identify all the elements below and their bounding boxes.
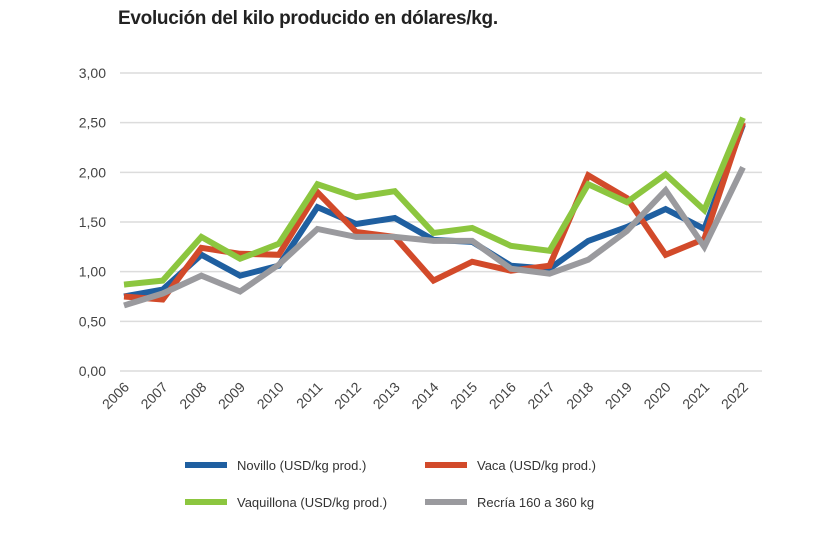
y-tick-label: 0,50: [79, 313, 106, 329]
legend-label: Vaquillona (USD/kg prod.): [237, 495, 387, 510]
x-tick-label: 2017: [524, 379, 557, 412]
x-tick-label: 2016: [486, 379, 519, 412]
x-tick-label: 2011: [293, 379, 326, 412]
series-line-3: [123, 166, 746, 309]
x-tick-label: 2010: [254, 379, 287, 412]
x-tick-label: 2013: [370, 379, 403, 412]
x-tick-label: 2018: [563, 379, 596, 412]
x-tick-label: 2008: [176, 379, 209, 412]
x-tick-label: 2014: [408, 379, 441, 412]
x-tick-label: 2012: [331, 379, 364, 412]
series-line-1: [123, 121, 746, 303]
y-tick-label: 1,50: [79, 214, 106, 230]
x-tick-label: 2022: [718, 379, 751, 412]
y-tick-label: 3,00: [79, 65, 106, 81]
x-tick-label: 2021: [679, 379, 712, 412]
x-tick-label: 2006: [99, 379, 132, 412]
legend-label: Recría 160 a 360 kg: [477, 495, 594, 510]
y-tick-label: 1,00: [79, 264, 106, 280]
x-tick-label: 2009: [215, 379, 248, 412]
legend-label: Novillo (USD/kg prod.): [237, 458, 366, 473]
series-line-2: [123, 116, 746, 288]
x-tick-label: 2020: [640, 379, 673, 412]
y-tick-label: 2,00: [79, 164, 106, 180]
x-tick-label: 2007: [137, 379, 170, 412]
y-tick-label: 0,00: [79, 363, 106, 379]
legend-label: Vaca (USD/kg prod.): [477, 458, 596, 473]
x-tick-label: 2015: [447, 379, 480, 412]
x-tick-label: 2019: [602, 379, 635, 412]
chart-title: Evolución del kilo producido en dólares/…: [118, 8, 498, 29]
y-tick-label: 2,50: [79, 115, 106, 131]
